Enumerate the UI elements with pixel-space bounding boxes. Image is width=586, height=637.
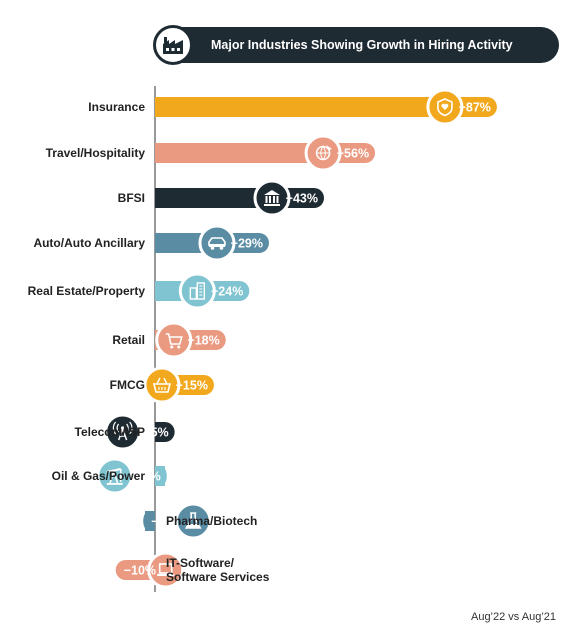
value-label: +3%	[135, 470, 160, 484]
category-label: Auto/Auto Ancillary	[33, 236, 145, 250]
bar-row: +56% Travel/Hospitality	[46, 134, 376, 172]
radio-tower-icon	[104, 413, 142, 451]
value-label: +15%	[176, 379, 208, 393]
bar-row: +3%Oil & Gas/Power	[52, 457, 167, 495]
value-label: +43%	[286, 192, 318, 206]
value-label: +24%	[211, 285, 243, 299]
bar-row: +29% Auto/Auto Ancillary	[33, 224, 269, 262]
value-label: +29%	[231, 237, 263, 251]
chart-title: Major Industries Showing Growth in Hirin…	[211, 38, 513, 52]
value-label: +5%	[143, 426, 168, 440]
oil-pump-icon	[96, 457, 134, 495]
shopping-cart-icon	[155, 321, 193, 359]
bank-icon	[253, 179, 291, 217]
category-label: Insurance	[88, 100, 145, 114]
category-label: Real Estate/Property	[28, 284, 146, 298]
bar-row: +5%Telecom/ISP	[75, 413, 175, 451]
category-label: Telecom/ISP	[75, 425, 145, 439]
category-label: Retail	[112, 333, 145, 347]
car-icon	[198, 224, 236, 262]
category-label: Oil & Gas/Power	[52, 469, 146, 483]
bar-base	[155, 422, 165, 442]
globe-plane-icon	[304, 134, 342, 172]
bar-row: +43% BFSI	[118, 179, 324, 217]
category-label: Travel/Hospitality	[46, 146, 146, 160]
bar-base	[155, 466, 165, 486]
shield-heart-icon	[426, 88, 464, 126]
bar-row: −3%Pharma/Biotech	[143, 502, 257, 540]
category-label: Pharma/Biotech	[166, 514, 257, 528]
value-label: +56%	[337, 147, 369, 161]
bar-base	[145, 511, 155, 531]
grocery-basket-icon	[143, 366, 181, 404]
bar	[155, 97, 497, 117]
buildings-icon	[178, 272, 216, 310]
bar-base	[155, 143, 165, 163]
bar-base	[155, 233, 165, 253]
value-label: −10%	[124, 564, 156, 578]
laptop-icon	[147, 551, 185, 589]
bar-row: +15% FMCG	[110, 366, 214, 404]
bar-row: −10% IT-Software/Software Services	[115, 551, 270, 589]
category-label: FMCG	[110, 378, 145, 392]
footnote: Aug’22 vs Aug’21	[470, 611, 556, 623]
bar-row: +24% Real Estate/Property	[28, 272, 250, 310]
bar-base	[155, 281, 165, 301]
bar-base	[155, 188, 165, 208]
value-label: +87%	[459, 101, 491, 115]
category-label: IT-Software/Software Services	[166, 556, 270, 584]
flask-icon	[174, 502, 212, 540]
bar-row: +87% Insurance	[88, 88, 497, 126]
category-label: BFSI	[118, 191, 145, 205]
bar-base	[155, 97, 165, 117]
bar-row: +18% Retail	[112, 321, 226, 359]
value-label: −3%	[151, 515, 176, 529]
value-label: +18%	[187, 334, 219, 348]
chart-title-banner: Major Industries Showing Growth in Hirin…	[153, 25, 559, 65]
factory-icon	[153, 25, 193, 65]
